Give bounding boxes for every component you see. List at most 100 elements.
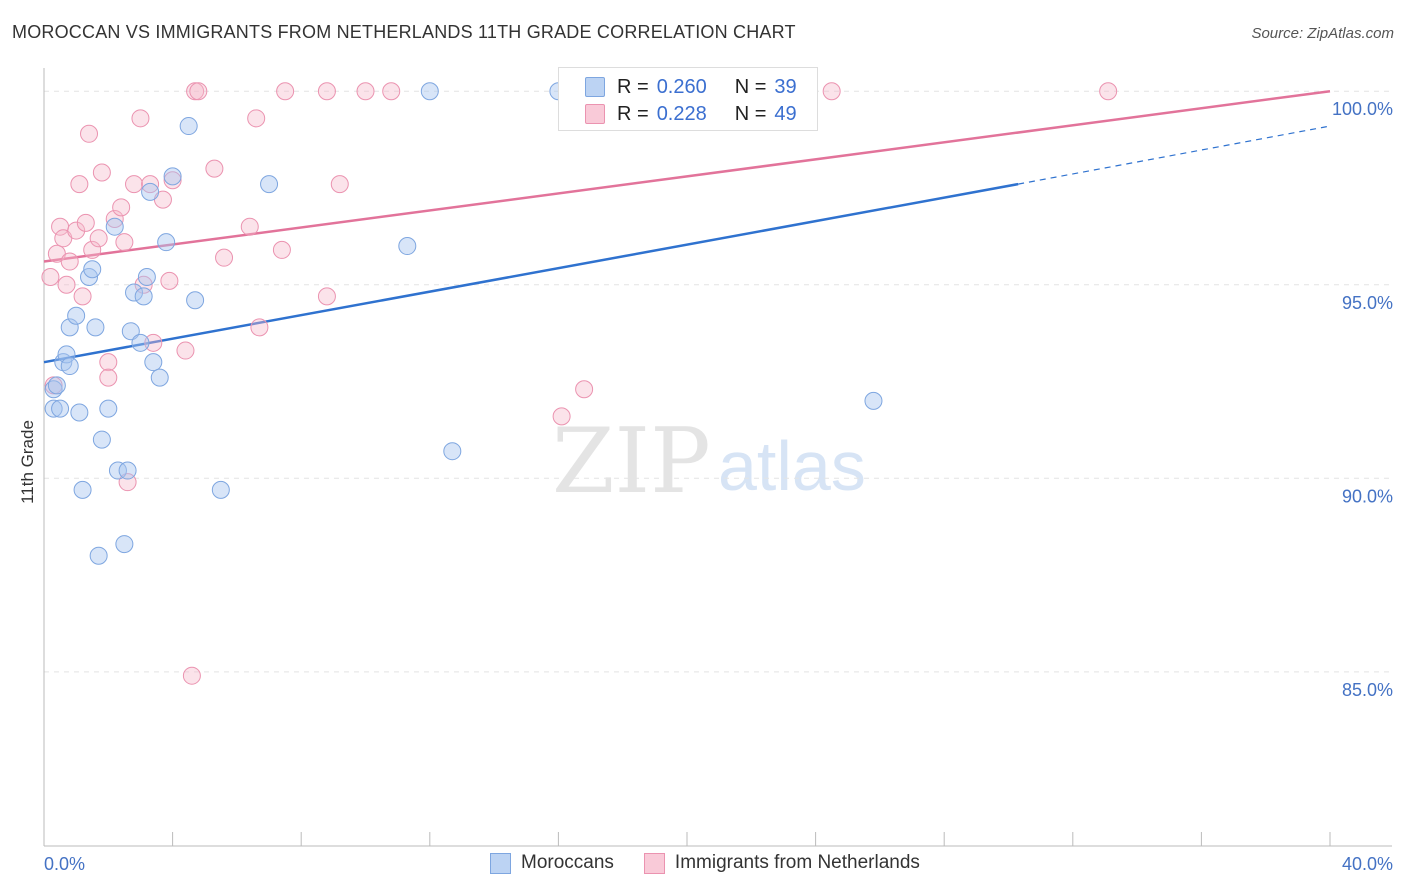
point-netherlands: [99, 353, 118, 372]
point-netherlands: [247, 109, 266, 128]
legend-swatch-blue: [585, 77, 605, 97]
axes: [43, 68, 1392, 847]
point-moroccans: [141, 182, 160, 201]
point-moroccans: [260, 175, 279, 194]
point-moroccans: [57, 345, 76, 364]
gridlines: [44, 90, 1392, 673]
point-netherlands: [163, 171, 182, 190]
point-moroccans: [443, 442, 462, 461]
point-netherlands: [575, 380, 594, 399]
point-netherlands: [330, 175, 349, 194]
point-moroccans: [131, 333, 150, 352]
point-netherlands: [80, 124, 99, 143]
point-netherlands: [89, 229, 108, 248]
point-moroccans: [89, 546, 108, 565]
point-netherlands: [92, 163, 111, 182]
point-netherlands: [276, 82, 295, 101]
point-netherlands: [115, 233, 134, 252]
y-axis-label: 11th Grade: [18, 420, 37, 504]
point-moroccans: [115, 535, 134, 554]
point-netherlands: [317, 82, 336, 101]
point-netherlands: [176, 341, 195, 360]
point-netherlands: [240, 217, 259, 236]
point-netherlands: [60, 252, 79, 271]
point-moroccans: [83, 260, 102, 279]
watermark: ZIP atlas: [552, 409, 866, 514]
point-moroccans: [864, 391, 883, 410]
point-netherlands: [317, 287, 336, 306]
watermark-atlas: atlas: [718, 427, 866, 505]
legend-label-netherlands: Immigrants from Netherlands: [674, 852, 920, 873]
point-netherlands: [215, 248, 234, 267]
y-tick-label: 100.0%: [1332, 99, 1393, 119]
series-legend: Moroccans Immigrants from Netherlands: [490, 852, 950, 874]
point-moroccans: [60, 318, 79, 337]
stats-legend: R = 0.260 N = 39 R = 0.228 N = 49: [558, 67, 818, 131]
point-moroccans: [186, 291, 205, 310]
point-moroccans: [163, 167, 182, 186]
point-netherlands: [272, 240, 291, 259]
legend-swatch-pink: [643, 852, 665, 874]
point-netherlands: [182, 666, 201, 685]
point-moroccans: [44, 399, 63, 418]
point-moroccans: [51, 399, 70, 418]
point-moroccans: [398, 237, 417, 256]
point-moroccans: [92, 430, 111, 449]
legend-row-netherlands: R = 0.228 N = 49: [585, 102, 797, 126]
point-moroccans: [137, 268, 156, 287]
y-tick-label: 85.0%: [1342, 680, 1393, 700]
point-netherlands: [73, 287, 92, 306]
source-credit: Source: ZipAtlas.com: [1251, 25, 1394, 42]
point-moroccans: [60, 357, 79, 376]
point-netherlands: [131, 109, 150, 128]
y-tick-label: 90.0%: [1342, 486, 1393, 506]
point-netherlands: [1099, 82, 1118, 101]
x-tick-label: 40.0%: [1342, 854, 1393, 874]
point-netherlands: [76, 213, 95, 232]
point-netherlands: [105, 209, 124, 228]
point-moroccans: [108, 461, 127, 480]
trend-line-netherlands: [43, 89, 1331, 263]
legend-swatch-blue: [490, 852, 511, 874]
point-netherlands: [99, 368, 118, 387]
point-moroccans: [134, 287, 153, 306]
point-moroccans: [211, 480, 230, 499]
point-netherlands: [41, 268, 60, 287]
legend-n-label: N =: [734, 75, 767, 98]
point-moroccans: [70, 403, 89, 422]
point-moroccans: [125, 283, 144, 302]
data-points: [41, 82, 1118, 685]
point-moroccans: [67, 306, 86, 325]
point-netherlands: [112, 198, 131, 217]
trend-line-moroccans-extension: [1018, 125, 1331, 185]
point-moroccans: [99, 399, 118, 418]
point-netherlands: [382, 82, 401, 101]
legend-item-moroccans: Moroccans: [490, 852, 614, 874]
legend-n-label: N =: [734, 102, 767, 125]
y-tick-labels: 100.0% 95.0% 90.0% 85.0%: [1332, 99, 1393, 700]
point-moroccans: [150, 368, 169, 387]
point-netherlands: [125, 175, 144, 194]
point-moroccans: [121, 322, 140, 341]
legend-n-value: 49: [774, 102, 797, 125]
point-netherlands: [67, 221, 86, 240]
x-tick-label: 0.0%: [44, 854, 85, 874]
legend-r-value: 0.228: [656, 102, 707, 125]
point-netherlands: [160, 271, 179, 290]
legend-r-value: 0.260: [656, 75, 707, 98]
point-netherlands: [822, 82, 841, 101]
trend-line-moroccans: [43, 182, 1019, 364]
legend-row-moroccans: R = 0.260 N = 39: [585, 75, 797, 99]
point-moroccans: [144, 353, 163, 372]
point-netherlands: [356, 82, 375, 101]
legend-r-label: R =: [617, 75, 649, 98]
point-moroccans: [157, 233, 176, 252]
y-tick-label: 95.0%: [1342, 293, 1393, 313]
point-netherlands: [250, 318, 269, 337]
legend-swatch-pink: [585, 104, 605, 124]
legend-r-label: R =: [617, 102, 649, 125]
point-moroccans: [105, 217, 124, 236]
watermark-zip: ZIP: [552, 409, 711, 514]
point-moroccans: [420, 82, 439, 101]
